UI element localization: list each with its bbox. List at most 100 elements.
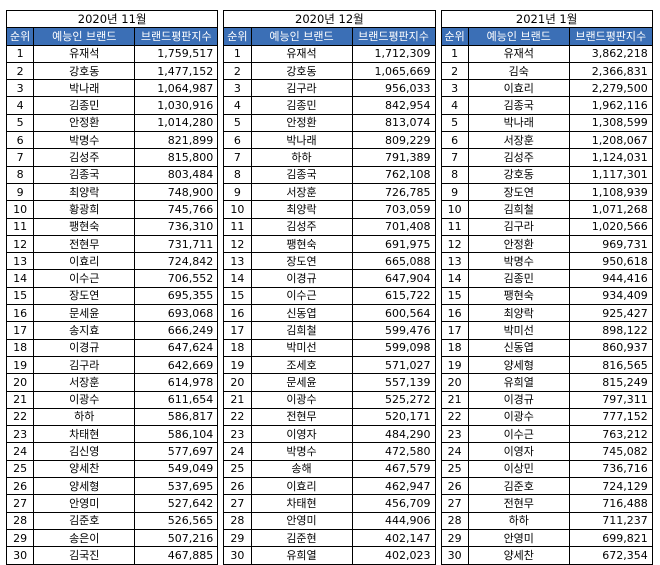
rank-cell: 26: [5, 477, 35, 496]
rank-cell: 16: [223, 304, 252, 323]
rank-cell: 22: [440, 407, 469, 427]
rank-cell: 10: [440, 200, 469, 219]
brand-index-cell: 944,416: [568, 269, 653, 288]
brand-index-cell: 693,068: [134, 304, 219, 323]
rank-cell: 6: [223, 131, 252, 150]
rank-cell: 4: [223, 96, 252, 115]
index-header: 브랜드평판지수: [134, 27, 219, 46]
brand-index-cell: 462,947: [351, 477, 436, 496]
brand-index-cell: 527,642: [134, 494, 219, 513]
table-row: 18 이경규 647,624: [5, 338, 219, 357]
table-row: 26 김준호 724,129: [440, 477, 653, 496]
table-row: 22 하하 586,817: [5, 407, 219, 427]
table-row: 5 박나래 1,308,599: [440, 113, 653, 133]
rank-cell: 16: [440, 304, 469, 323]
rank-cell: 12: [223, 234, 252, 254]
rank-cell: 30: [223, 546, 252, 565]
brand-name-cell: 김종국: [250, 165, 353, 184]
brand-name-cell: 김숙: [467, 61, 570, 81]
table-row: 26 양세형 537,695: [5, 477, 219, 496]
brand-index-cell: 736,310: [134, 217, 219, 236]
table-row: 26 이효리 462,947: [223, 477, 436, 496]
brand-index-cell: 815,800: [134, 148, 219, 167]
brand-index-cell: 701,408: [351, 217, 436, 236]
index-header: 브랜드평판지수: [351, 27, 436, 46]
brand-name-cell: 김종민: [250, 96, 353, 115]
rank-cell: 15: [223, 286, 252, 306]
name-header: 예능인 브랜드: [33, 27, 136, 46]
brand-index-cell: 599,098: [351, 338, 436, 357]
rank-cell: 3: [5, 79, 35, 98]
brand-index-cell: 456,709: [351, 494, 436, 513]
brand-index-cell: 484,290: [351, 425, 436, 444]
brand-index-cell: 402,023: [351, 546, 436, 565]
brand-name-cell: 박나래: [33, 79, 136, 98]
table-row: 28 안영미 444,906: [223, 511, 436, 530]
brand-index-cell: 736,716: [568, 459, 653, 479]
rank-cell: 22: [223, 407, 252, 427]
brand-index-cell: 444,906: [351, 511, 436, 530]
rank-cell: 18: [5, 338, 35, 357]
table-row: 18 신동엽 860,937: [440, 338, 653, 357]
brand-name-cell: 이효리: [250, 477, 353, 496]
rank-cell: 24: [223, 442, 252, 461]
table-row: 23 이수근 763,212: [440, 425, 653, 444]
table-row: 21 이경규 797,311: [440, 390, 653, 409]
brand-index-cell: 813,074: [351, 113, 436, 133]
table-row: 12 전현무 731,711: [5, 234, 219, 254]
brand-index-cell: 842,954: [351, 96, 436, 115]
table-row: 4 김종국 1,962,116: [440, 96, 653, 115]
rank-cell: 8: [223, 165, 252, 184]
table-row: 19 조세호 571,027: [223, 355, 436, 375]
rank-cell: 11: [223, 217, 252, 236]
brand-name-cell: 강호동: [250, 61, 353, 81]
rank-cell: 20: [440, 373, 469, 392]
brand-name-cell: 장도연: [33, 286, 136, 306]
brand-index-cell: 724,842: [134, 252, 219, 271]
brand-name-cell: 양세찬: [467, 546, 570, 565]
brand-index-cell: 2,279,500: [568, 79, 653, 98]
ranking-table-2: 2020년 12월 순위 예능인 브랜드 브랜드평판지수 1 유재석 1,712,309 2 강…: [223, 9, 436, 565]
rank-cell: 21: [5, 390, 35, 409]
brand-index-cell: 777,152: [568, 407, 653, 427]
table-row: 3 이효리 2,279,500: [440, 79, 653, 98]
brand-index-cell: 467,579: [351, 459, 436, 479]
table-row: 29 김준현 402,147: [223, 528, 436, 548]
table-row: 20 문세윤 557,139: [223, 373, 436, 392]
rank-cell: 1: [223, 44, 252, 63]
brand-name-cell: 김성주: [467, 148, 570, 167]
rank-cell: 2: [223, 61, 252, 81]
brand-name-cell: 박미선: [250, 338, 353, 357]
brand-index-cell: 3,862,218: [568, 44, 653, 63]
table-row: 7 하하 791,389: [223, 148, 436, 167]
brand-name-cell: 박나래: [250, 131, 353, 150]
rank-cell: 17: [5, 321, 35, 340]
brand-index-cell: 809,229: [351, 131, 436, 150]
brand-name-cell: 이광수: [250, 390, 353, 409]
rank-cell: 1: [440, 44, 469, 63]
brand-name-cell: 안영미: [467, 528, 570, 548]
rank-cell: 8: [440, 165, 469, 184]
rank-cell: 23: [223, 425, 252, 444]
rank-cell: 19: [223, 355, 252, 375]
brand-index-cell: 1,712,309: [351, 44, 436, 63]
brand-name-cell: 문세윤: [33, 304, 136, 323]
brand-index-cell: 925,427: [568, 304, 653, 323]
rank-cell: 26: [223, 477, 252, 496]
table-row: 16 신동엽 600,564: [223, 304, 436, 323]
ranking-table-3: 2021년 1월 순위 예능인 브랜드 브랜드평판지수 1 유재석 3,862,218 2 김숙…: [440, 9, 653, 565]
brand-name-cell: 양세형: [33, 477, 136, 496]
name-header: 예능인 브랜드: [250, 27, 353, 46]
brand-name-cell: 문세윤: [250, 373, 353, 392]
rank-cell: 6: [440, 131, 469, 150]
table-row: 14 김종민 944,416: [440, 269, 653, 288]
brand-index-cell: 745,766: [134, 200, 219, 219]
table-row: 17 박미선 898,122: [440, 321, 653, 340]
table-row: 14 이수근 706,552: [5, 269, 219, 288]
brand-name-cell: 유희열: [467, 373, 570, 392]
brand-name-cell: 이효리: [33, 252, 136, 271]
brand-index-cell: 402,147: [351, 528, 436, 548]
brand-index-cell: 1,124,031: [568, 148, 653, 167]
table-row: 9 장도연 1,108,939: [440, 182, 653, 202]
rank-cell: 9: [223, 182, 252, 202]
